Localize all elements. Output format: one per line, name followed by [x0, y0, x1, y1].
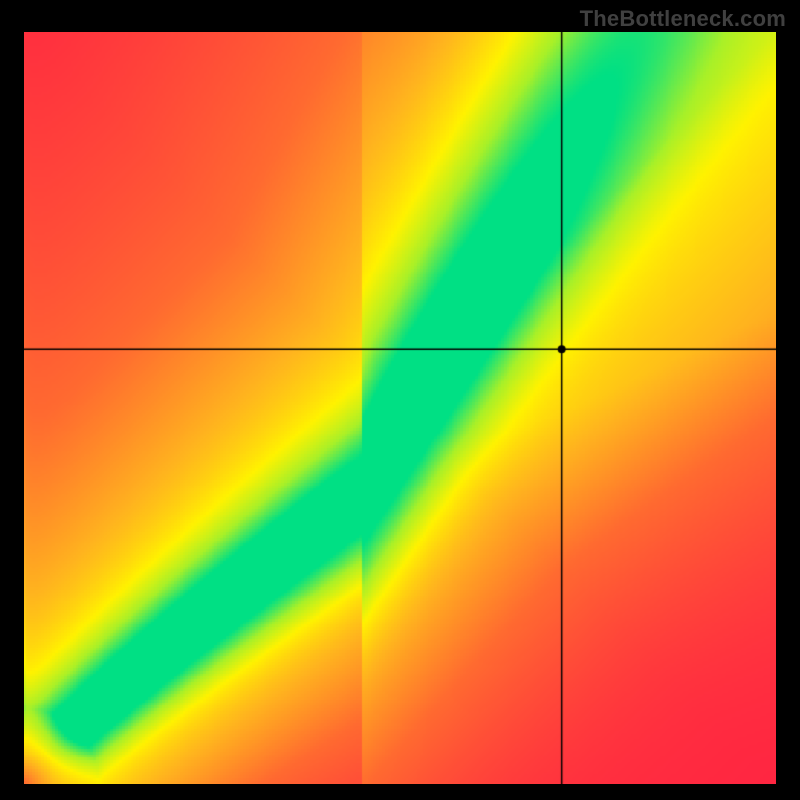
chart-container: TheBottleneck.com	[0, 0, 800, 800]
watermark-label: TheBottleneck.com	[580, 6, 786, 32]
heatmap-canvas	[24, 32, 776, 784]
